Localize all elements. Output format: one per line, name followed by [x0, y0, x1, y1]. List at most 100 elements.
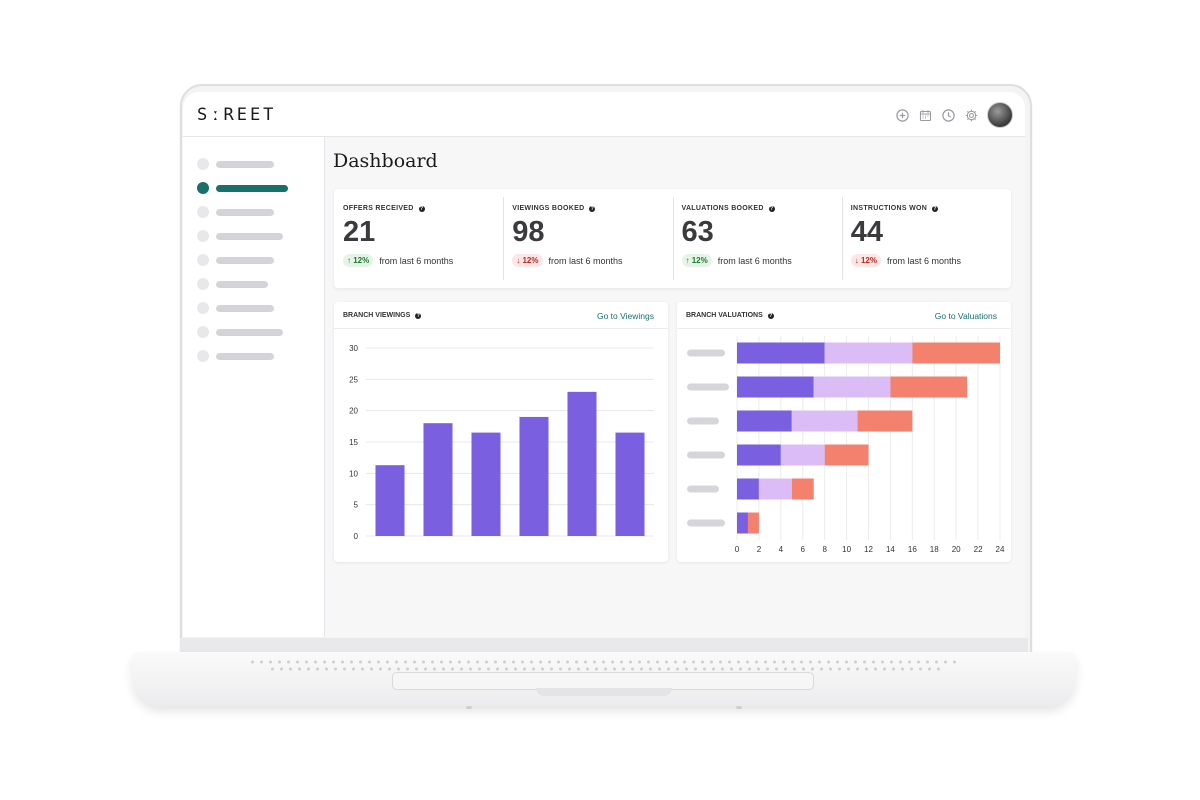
bar — [471, 432, 501, 536]
x-tick-label: 8 — [822, 545, 827, 554]
x-tick-label: 16 — [908, 545, 917, 554]
stacked-bar-segment — [824, 342, 913, 364]
help-icon[interactable]: ? — [932, 205, 939, 212]
stat-offers-received: OFFERS RECEIVED? 21 ↑ 12% from last 6 mon… — [334, 189, 503, 288]
user-avatar[interactable] — [987, 102, 1013, 128]
sidebar-item[interactable] — [197, 206, 274, 218]
card-title: BRANCH VALUATIONS? — [686, 312, 774, 319]
calendar-icon[interactable] — [918, 108, 933, 123]
stacked-bar-segment — [737, 444, 781, 466]
card-title-text: BRANCH VIEWINGS — [343, 312, 411, 319]
y-tick-label: 15 — [349, 438, 358, 447]
help-icon[interactable]: ? — [415, 312, 422, 319]
bar — [519, 416, 549, 536]
sidebar-item-placeholder — [216, 352, 274, 360]
stat-delta: ↑ 12% from last 6 months — [681, 254, 833, 267]
stacked-bar-segment — [747, 512, 759, 534]
delta-value: 12% — [353, 256, 370, 265]
stat-delta: ↓ 12% from last 6 months — [850, 254, 1002, 267]
stacked-bar-segment — [824, 444, 869, 466]
clock-icon[interactable] — [941, 108, 956, 123]
help-icon[interactable]: ? — [589, 205, 596, 212]
stat-label-text: INSTRUCTIONS WON — [850, 205, 928, 212]
keyboard-row — [268, 667, 942, 671]
delta-badge-down: ↓ 12% — [512, 254, 543, 267]
sidebar-item-placeholder — [216, 160, 274, 168]
nav-dot-icon — [197, 302, 209, 314]
stacked-bar-segment — [737, 342, 825, 364]
x-tick-label: 24 — [996, 545, 1005, 554]
delta-value: 12% — [522, 256, 539, 265]
stacked-bar-segment — [737, 410, 792, 432]
branch-viewings-chart: 0 5 10 15 20 25 30 — [349, 344, 654, 541]
stat-viewings-booked: VIEWINGS BOOKED? 98 ↓ 12% from last 6 mon… — [503, 189, 672, 288]
category-label-placeholder — [687, 485, 719, 493]
stat-value: 98 — [512, 216, 545, 248]
laptop-foot — [736, 706, 742, 709]
y-tick-label: 10 — [349, 469, 358, 478]
sidebar-item-placeholder — [216, 280, 268, 288]
delta-period: from last 6 months — [717, 255, 792, 266]
card-header: BRANCH VALUATIONS? Go to Valuations — [677, 302, 1011, 329]
category-label-placeholder — [687, 451, 725, 459]
stacked-bar-segment — [737, 376, 814, 398]
sidebar-item-active[interactable] — [197, 182, 288, 194]
delta-badge-down: ↓ 12% — [850, 254, 881, 267]
sidebar-item[interactable] — [197, 254, 274, 266]
page-title: Dashboard — [333, 150, 438, 172]
stacked-bar-segment — [890, 376, 968, 398]
go-to-valuations-link[interactable]: Go to Valuations — [934, 311, 997, 321]
sidebar-item[interactable] — [197, 158, 274, 170]
help-icon[interactable]: ? — [418, 205, 425, 212]
sidebar-item-placeholder — [216, 184, 288, 192]
stacked-bar-segment — [737, 512, 748, 534]
category-label-placeholder — [687, 349, 725, 357]
top-bar: SːREET — [183, 92, 1025, 137]
delta-period: from last 6 months — [548, 255, 623, 266]
stat-delta: ↑ 12% from last 6 months — [343, 254, 494, 267]
add-circle-icon[interactable] — [895, 108, 910, 123]
stat-label: VIEWINGS BOOKED? — [512, 205, 663, 212]
sidebar-item[interactable] — [197, 278, 268, 290]
street-logo[interactable]: SːREET — [197, 105, 277, 125]
go-to-viewings-link[interactable]: Go to Viewings — [596, 311, 654, 321]
card-title: BRANCH VIEWINGS? — [343, 312, 422, 319]
sidebar-item[interactable] — [197, 302, 274, 314]
stacked-bar-segment — [791, 410, 858, 432]
delta-period: from last 6 months — [887, 255, 962, 266]
delta-value: 12% — [691, 256, 708, 265]
x-tick-label: 10 — [842, 545, 851, 554]
sidebar-item-placeholder — [216, 256, 274, 264]
sidebar-item[interactable] — [197, 350, 274, 362]
stat-instructions-won: INSTRUCTIONS WON? 44 ↓ 12% from last 6 mo… — [841, 189, 1011, 288]
help-icon[interactable]: ? — [767, 312, 774, 319]
bar — [567, 391, 597, 536]
nav-dot-icon — [197, 254, 209, 266]
nav-dot-icon — [197, 230, 209, 242]
stat-valuations-booked: VALUATIONS BOOKED? 63 ↑ 12% from last 6 m… — [672, 189, 842, 288]
settings-gear-icon[interactable] — [964, 108, 979, 123]
y-tick-label: 30 — [349, 344, 358, 353]
app-screen: SːREET Dashboard O — [183, 92, 1025, 637]
sidebar-item[interactable] — [197, 230, 283, 242]
stat-label-text: VALUATIONS BOOKED — [681, 205, 764, 212]
laptop-hinge — [180, 638, 1028, 656]
stat-label: OFFERS RECEIVED? — [343, 205, 494, 212]
y-tick-label: 20 — [349, 407, 358, 416]
help-icon[interactable]: ? — [768, 205, 775, 212]
x-tick-label: 18 — [930, 545, 939, 554]
bar — [423, 423, 453, 536]
y-tick-label: 0 — [354, 532, 359, 541]
sidebar-item[interactable] — [197, 326, 283, 338]
nav-dot-icon — [197, 350, 209, 362]
delta-badge-up: ↑ 12% — [681, 254, 712, 267]
stat-label-text: VIEWINGS BOOKED — [512, 205, 585, 212]
category-label-placeholder — [687, 383, 729, 391]
stat-label: INSTRUCTIONS WON? — [851, 205, 1002, 212]
nav-dot-icon — [197, 278, 209, 290]
sidebar-item-placeholder — [216, 208, 274, 216]
category-label-placeholder — [687, 519, 725, 527]
stats-panel: OFFERS RECEIVED? 21 ↑ 12% from last 6 mon… — [334, 189, 1011, 288]
stat-label: VALUATIONS BOOKED? — [682, 205, 833, 212]
stacked-bar-segment — [791, 478, 814, 500]
